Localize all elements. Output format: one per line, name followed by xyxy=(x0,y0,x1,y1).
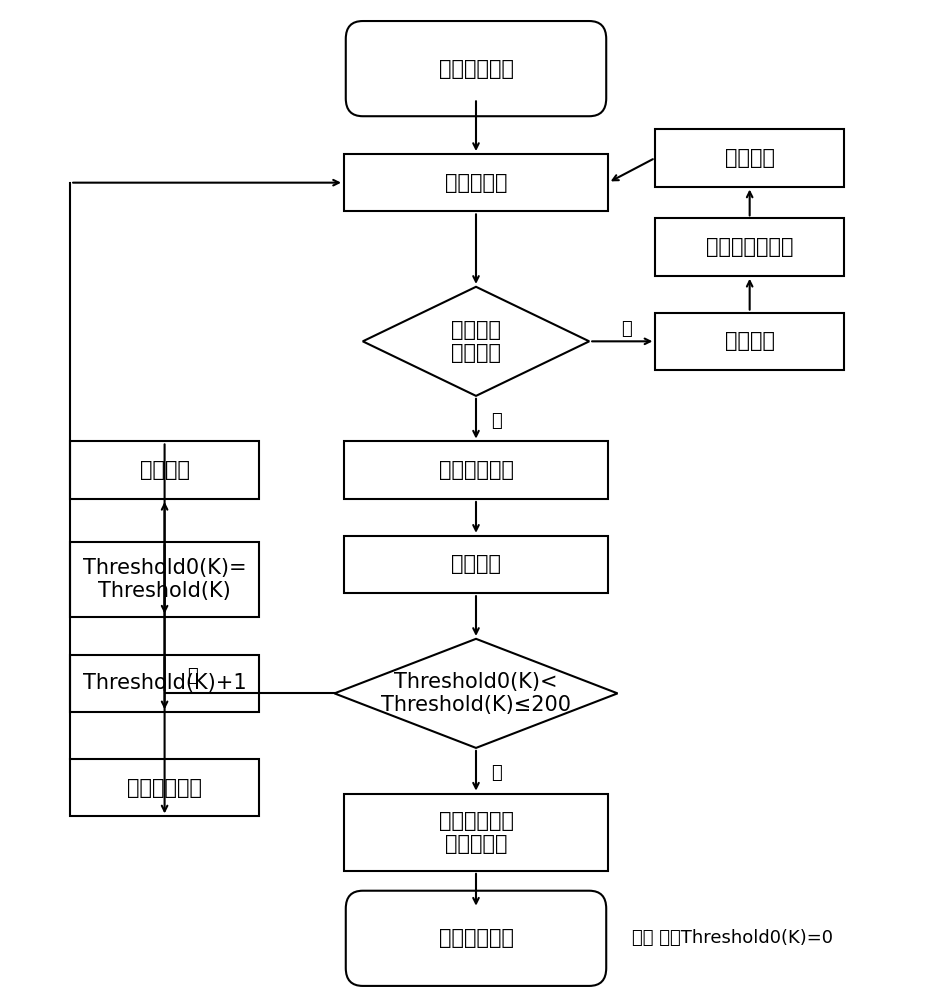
Text: 是: 是 xyxy=(188,667,198,685)
Text: 参数调整: 参数调整 xyxy=(724,148,775,168)
Bar xyxy=(344,154,608,211)
Text: 否: 否 xyxy=(491,412,502,430)
Text: 气管壁缺口封堵: 气管壁缺口封堵 xyxy=(706,237,793,257)
Text: 缺口封堵
开关打开: 缺口封堵 开关打开 xyxy=(451,320,501,363)
Bar xyxy=(655,313,844,370)
Text: 注： 初始Threshold0(K)=0: 注： 初始Threshold0(K)=0 xyxy=(632,929,833,947)
FancyBboxPatch shape xyxy=(346,891,606,986)
Text: 是: 是 xyxy=(622,320,632,338)
Bar xyxy=(344,536,608,593)
Text: Threshold0(K)=
Threshold(K): Threshold0(K)= Threshold(K) xyxy=(83,558,247,601)
Bar xyxy=(344,441,608,499)
Bar xyxy=(655,218,844,276)
Bar xyxy=(70,759,259,816)
Bar xyxy=(70,542,259,617)
Text: 区域内分割: 区域内分割 xyxy=(445,173,507,193)
Text: 关闭开关: 关闭开关 xyxy=(724,331,775,351)
Text: 打开开关: 打开开关 xyxy=(140,460,189,480)
Text: 其他参数调整: 其他参数调整 xyxy=(127,778,202,798)
Text: Threshold(K)+1: Threshold(K)+1 xyxy=(83,673,247,693)
Bar xyxy=(655,129,844,187)
Text: 分割结果修饰: 分割结果修饰 xyxy=(439,460,513,480)
Text: 区域分割结束: 区域分割结束 xyxy=(439,928,513,948)
Bar xyxy=(70,655,259,712)
Bar xyxy=(70,441,259,499)
Polygon shape xyxy=(363,287,589,396)
Text: 泄漏检测: 泄漏检测 xyxy=(451,554,501,574)
FancyBboxPatch shape xyxy=(346,21,606,116)
Text: 分割结果保存
种子点保存: 分割结果保存 种子点保存 xyxy=(439,811,513,854)
Polygon shape xyxy=(334,639,618,748)
Bar xyxy=(344,794,608,871)
Text: 否: 否 xyxy=(491,764,502,782)
Text: 区域分割开始: 区域分割开始 xyxy=(439,59,513,79)
Text: Threshold0(K)<
Threshold(K)≤200: Threshold0(K)< Threshold(K)≤200 xyxy=(381,672,571,715)
